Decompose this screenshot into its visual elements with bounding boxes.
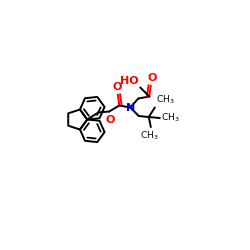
Text: O: O bbox=[112, 82, 122, 92]
Text: O: O bbox=[147, 73, 156, 83]
Text: O: O bbox=[106, 115, 115, 125]
Text: CH$_3$: CH$_3$ bbox=[161, 112, 180, 124]
Text: CH$_3$: CH$_3$ bbox=[156, 94, 174, 106]
Text: HO: HO bbox=[120, 76, 139, 86]
Text: CH$_3$: CH$_3$ bbox=[140, 129, 158, 142]
Text: N: N bbox=[126, 102, 135, 113]
